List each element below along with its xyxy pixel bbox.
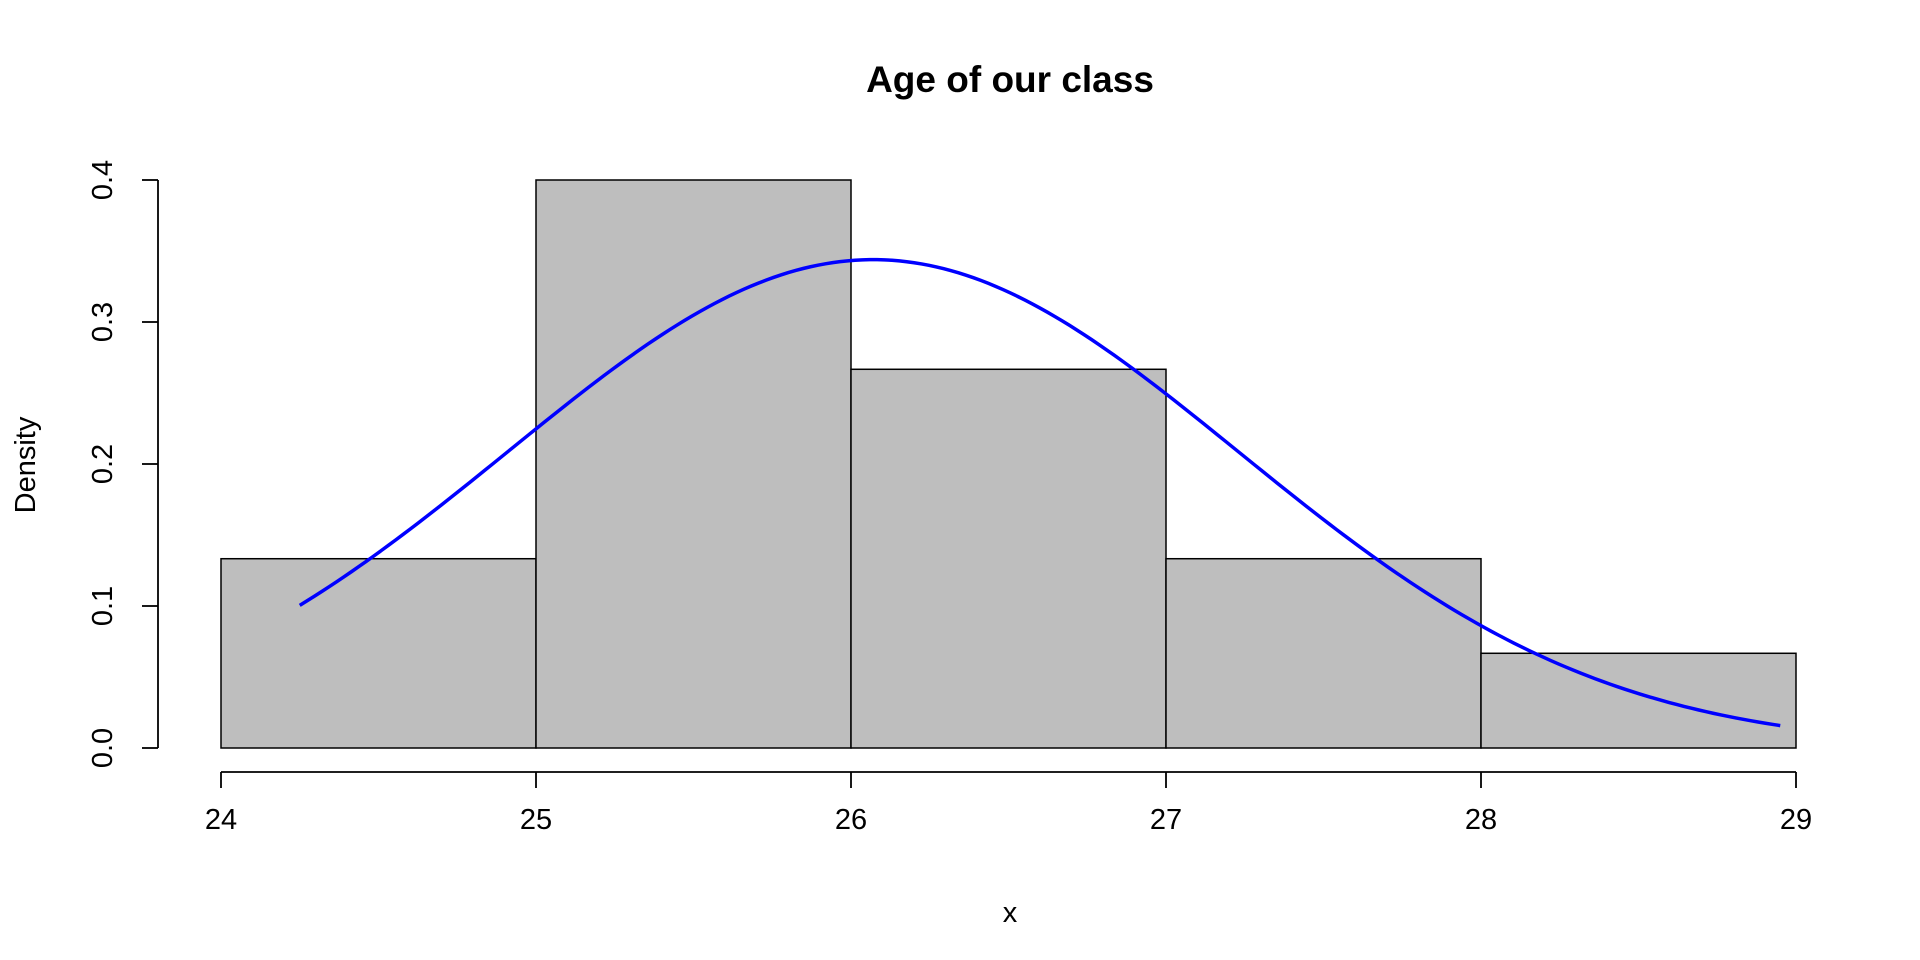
- histogram-bars: [220, 179, 1797, 749]
- histogram-bar-3: [1165, 557, 1482, 749]
- histogram-bar-1: [535, 179, 852, 749]
- histogram-bar-0: [220, 557, 537, 749]
- y-tick-label-0: 0.0: [87, 728, 119, 768]
- x-tick-label-0: 24: [205, 804, 237, 836]
- histogram-bar-2: [850, 368, 1167, 749]
- x-axis-label: x: [1003, 897, 1018, 929]
- y-tick-label-4: 0.4: [87, 160, 119, 200]
- y-tick-label-3: 0.3: [87, 302, 119, 342]
- x-tick-label-5: 29: [1780, 804, 1812, 836]
- x-tick-label-2: 26: [835, 804, 867, 836]
- histogram-bar-4: [1480, 652, 1797, 749]
- y-axis: 0.0 0.1 0.2 0.3 0.4: [87, 160, 159, 768]
- x-tick-label-3: 27: [1150, 804, 1182, 836]
- y-tick-label-2: 0.2: [87, 444, 119, 484]
- y-tick-label-1: 0.1: [87, 586, 119, 626]
- y-axis-label: Density: [10, 416, 42, 513]
- x-tick-label-4: 28: [1465, 804, 1497, 836]
- chart-title: Age of our class: [866, 59, 1154, 100]
- x-tick-label-1: 25: [520, 804, 552, 836]
- density-curve: [298, 257, 1781, 728]
- x-axis: 24 25 26 27 28 29: [205, 771, 1812, 836]
